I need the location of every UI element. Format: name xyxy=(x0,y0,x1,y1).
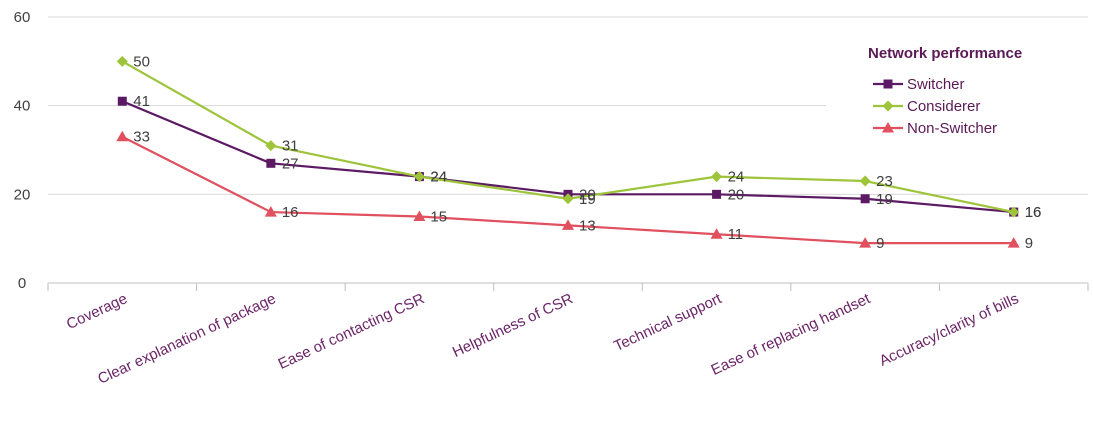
point-non-switcher-helpfulness-of-csr xyxy=(562,219,574,230)
data-label-non-switcher-helpfulness-of-csr: 13 xyxy=(579,217,596,234)
y-axis-tick-labels: 0 20 40 60 xyxy=(14,9,31,292)
data-label-switcher-coverage: 41 xyxy=(133,93,150,110)
data-label-switcher-ease-of-contacting-csr: 24 xyxy=(430,169,447,186)
legend: Network performance Switcher Considerer Non… xyxy=(868,45,1022,137)
series-non-switcher xyxy=(116,130,1020,248)
category-label-helpfulness-of-csr: Helpfulness of CSR xyxy=(450,290,576,361)
data-label-considerer-clear-explanation-of-package: 31 xyxy=(282,138,299,155)
y-tick-label-60: 60 xyxy=(14,9,31,26)
data-label-non-switcher-coverage: 33 xyxy=(133,129,150,146)
category-label-technical-support: Technical support xyxy=(611,290,725,355)
data-label-switcher-ease-of-replacing-handset: 19 xyxy=(876,191,893,208)
data-label-considerer-technical-support: 24 xyxy=(728,169,745,186)
legend-box xyxy=(826,40,1088,148)
category-label-accuracy-clarity-of-bills: Accuracy/clarity of bills xyxy=(877,290,1022,370)
point-non-switcher-ease-of-contacting-csr xyxy=(413,210,426,221)
legend-marker-switcher xyxy=(883,79,893,89)
data-label-considerer-ease-of-contacting-csr: 24 xyxy=(430,169,447,186)
data-label-switcher-technical-support: 20 xyxy=(728,186,745,203)
legend-marker-considerer xyxy=(882,100,894,112)
x-axis xyxy=(47,282,1089,291)
legend-label-switcher: Switcher xyxy=(907,76,965,93)
legend-marker-non-switcher xyxy=(882,122,894,133)
point-non-switcher-coverage xyxy=(116,130,129,142)
legend-background xyxy=(826,40,1088,148)
point-non-switcher-clear-explanation-of-package xyxy=(264,206,277,217)
data-label-switcher-accuracy-clarity-of-bills: 16 xyxy=(1025,204,1042,221)
y-tick-label-40: 40 xyxy=(14,98,31,115)
data-label-non-switcher-accuracy-clarity-of-bills: 9 xyxy=(1025,235,1033,252)
y-tick-label-0: 0 xyxy=(18,275,26,292)
point-non-switcher-ease-of-replacing-handset xyxy=(859,237,872,248)
point-non-switcher-accuracy-clarity-of-bills xyxy=(1007,237,1020,248)
data-label-considerer-coverage: 50 xyxy=(133,53,150,70)
category-label-ease-of-replacing-handset: Ease of replacing handset xyxy=(708,290,873,379)
legend-title: Network performance xyxy=(868,45,1022,62)
data-label-switcher-helpfulness-of-csr: 20 xyxy=(579,186,596,203)
point-considerer-accuracy-clarity-of-bills xyxy=(1008,206,1020,218)
point-considerer-technical-support xyxy=(711,171,723,183)
point-considerer-ease-of-contacting-csr xyxy=(413,171,425,183)
data-label-considerer-helpfulness-of-csr: 19 xyxy=(579,191,596,208)
data-label-considerer-ease-of-replacing-handset: 23 xyxy=(876,173,893,190)
series-considerer xyxy=(116,55,1020,218)
point-switcher-technical-support xyxy=(712,189,722,199)
point-considerer-clear-explanation-of-package xyxy=(265,140,277,152)
point-considerer-ease-of-replacing-handset xyxy=(859,175,871,187)
legend-label-considerer: Considerer xyxy=(907,98,980,115)
data-label-non-switcher-ease-of-replacing-handset: 9 xyxy=(876,235,884,252)
legend-label-non-switcher: Non-Switcher xyxy=(907,120,997,137)
point-considerer-helpfulness-of-csr xyxy=(562,193,574,205)
category-label-ease-of-contacting-csr: Ease of contacting CSR xyxy=(276,290,428,373)
point-non-switcher-technical-support xyxy=(710,228,723,239)
data-label-considerer-accuracy-clarity-of-bills: 16 xyxy=(1025,204,1042,221)
point-switcher-clear-explanation-of-package xyxy=(266,158,276,168)
data-label-non-switcher-ease-of-contacting-csr: 15 xyxy=(430,209,447,226)
y-tick-label-20: 20 xyxy=(14,186,31,203)
data-label-switcher-clear-explanation-of-package: 27 xyxy=(282,155,299,172)
data-label-non-switcher-technical-support: 11 xyxy=(728,226,744,243)
point-switcher-ease-of-replacing-handset xyxy=(860,194,870,204)
category-label-coverage: Coverage xyxy=(64,290,130,333)
point-switcher-coverage xyxy=(117,96,127,106)
point-considerer-coverage xyxy=(116,55,128,67)
data-label-non-switcher-clear-explanation-of-package: 16 xyxy=(282,204,299,221)
series-layer xyxy=(116,55,1020,248)
